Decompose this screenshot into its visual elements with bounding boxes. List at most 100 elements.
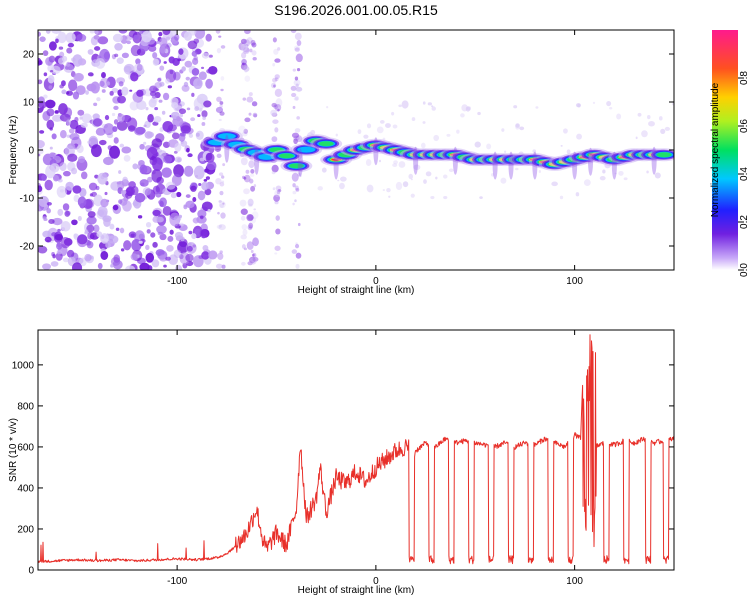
spectrogram-noise-blob bbox=[185, 253, 194, 262]
spectrogram-noise-blob bbox=[250, 169, 255, 174]
spectrogram-noise-blob bbox=[247, 198, 254, 207]
spectrogram-noise-blob bbox=[243, 174, 251, 183]
spectrogram-noise-blob bbox=[410, 193, 415, 198]
spectrogram-noise-blob bbox=[177, 157, 181, 163]
spectrogram-noise-blob bbox=[114, 53, 119, 58]
spectrogram-noise-blob bbox=[357, 129, 362, 135]
spectrogram-noise-blob bbox=[249, 256, 256, 264]
spectrogram-noise-blob bbox=[66, 119, 72, 126]
spectrogram-noise-blob bbox=[44, 236, 52, 243]
spectrogram-noise-blob bbox=[42, 263, 51, 270]
spectrogram-noise-blob bbox=[72, 185, 82, 194]
spectrogram-noise-blob bbox=[46, 119, 55, 130]
spectrogram-noise-blob bbox=[398, 161, 406, 168]
colorbar-gradient bbox=[712, 30, 738, 270]
spectrogram-noise-blob bbox=[109, 145, 120, 159]
spectrogram-noise-blob bbox=[637, 112, 642, 117]
spectrogram-noise-blob bbox=[161, 167, 172, 178]
snr-x-tick-label: 100 bbox=[566, 576, 583, 587]
spectrogram-noise-blob bbox=[408, 173, 414, 180]
spectrogram-noise-blob bbox=[583, 179, 591, 186]
spectrogram-noise-blob bbox=[422, 121, 426, 124]
spectrogram-noise-blob bbox=[515, 167, 519, 171]
spectrogram-noise-blob bbox=[551, 181, 558, 187]
spectrogram-noise-blob bbox=[201, 121, 206, 126]
spectrogram-noise-blob bbox=[271, 136, 278, 142]
spectrogram-noise-blob bbox=[72, 54, 83, 67]
spectrogram-noise-blob bbox=[602, 169, 606, 174]
spectrogram-noise-blob bbox=[52, 174, 60, 182]
spectrogram-noise-blob bbox=[292, 190, 297, 195]
spectrogram-noise-blob bbox=[251, 101, 258, 107]
spectrogram-noise-blob bbox=[340, 176, 347, 182]
spectrogram-noise-blob bbox=[135, 126, 146, 135]
spectrogram-noise-blob bbox=[242, 229, 248, 236]
spectrogram-noise-blob bbox=[133, 34, 139, 40]
spectrogram-x-tick-label: -100 bbox=[167, 276, 187, 287]
spectrogram-noise-blob bbox=[297, 172, 301, 177]
spectrogram-x-label: Height of straight line (km) bbox=[298, 285, 415, 296]
spectrogram-noise-blob bbox=[57, 228, 61, 232]
spectrogram-noise-blob bbox=[101, 89, 106, 93]
spectrogram-noise-blob bbox=[486, 143, 492, 150]
spectrogram-noise-blob bbox=[297, 172, 301, 177]
spectrogram-noise-blob bbox=[647, 115, 651, 120]
spectrogram-noise-blob bbox=[38, 195, 49, 207]
spectrogram-noise-blob bbox=[54, 233, 64, 241]
spectrogram-noise-blob bbox=[122, 200, 132, 212]
spectrogram-noise-blob bbox=[277, 189, 282, 193]
spectrogram-noise-blob bbox=[52, 217, 63, 226]
spectrogram-noise-blob bbox=[201, 110, 208, 118]
spectrogram-smear bbox=[651, 146, 657, 175]
spectrogram-noise-blob bbox=[71, 167, 78, 175]
spectrogram-noise-blob bbox=[216, 48, 222, 54]
snr-y-tick-label: 0 bbox=[28, 566, 34, 577]
spectrogram-noise-blob bbox=[272, 37, 277, 43]
spectrogram-noise-blob bbox=[273, 84, 276, 88]
spectrogram-noise-blob bbox=[413, 164, 421, 171]
spectrogram-noise-blob bbox=[111, 88, 119, 93]
spectrogram-noise-blob bbox=[126, 117, 138, 131]
spectrogram-noise-blob bbox=[186, 245, 193, 252]
spectrogram-smear bbox=[532, 151, 538, 180]
spectrogram-noise-blob bbox=[139, 179, 149, 187]
spectrogram-noise-blob bbox=[616, 113, 622, 120]
spectrogram-noise-blob bbox=[130, 44, 142, 57]
spectrogram-noise-blob bbox=[248, 203, 253, 208]
spectrogram-noise-blob bbox=[99, 80, 105, 87]
spectrogram-noise-blob bbox=[165, 78, 170, 84]
spectrogram-noise-blob bbox=[274, 58, 281, 63]
spectrogram-noise-blob bbox=[50, 65, 61, 75]
spectrogram-noise-blob bbox=[599, 175, 606, 181]
snr-y-tick-label: 400 bbox=[17, 483, 34, 494]
spectrogram-noise-blob bbox=[202, 116, 206, 120]
spectrogram-noise-blob bbox=[504, 150, 507, 154]
spectrogram-noise-blob bbox=[59, 51, 65, 58]
colorbar-ticks: 0.0 0.2 0.4 0.6 0.8 bbox=[738, 71, 750, 277]
spectrogram-x-tick-label: 100 bbox=[566, 276, 583, 287]
spectrogram-noise-blob bbox=[145, 106, 149, 111]
spectrogram-noise-blob bbox=[272, 187, 276, 191]
spectrogram-noise-blob bbox=[277, 108, 280, 112]
spectrogram-noise-blob bbox=[181, 84, 190, 92]
spectrogram-noise-blob bbox=[183, 31, 192, 41]
spectrogram-noise-blob bbox=[118, 170, 122, 174]
spectrogram-noise-blob bbox=[103, 123, 115, 136]
spectrogram-noise-blob bbox=[38, 139, 45, 149]
spectrogram-noise-blob bbox=[275, 215, 280, 221]
spectrogram-noise-blob bbox=[176, 115, 181, 122]
spectrogram-noise-blob bbox=[250, 249, 254, 253]
spectrogram-noise-blob bbox=[275, 228, 281, 235]
spectrogram-noise-blob bbox=[91, 144, 102, 158]
spectrogram-noise-blob bbox=[295, 96, 299, 101]
snr-y-tick-label: 800 bbox=[17, 401, 34, 412]
spectrogram-noise-blob bbox=[664, 126, 671, 131]
spectrogram-noise-blob bbox=[244, 70, 248, 73]
spectrogram-ridge bbox=[200, 129, 674, 180]
spectrogram-noise-blob bbox=[38, 147, 44, 155]
spectrogram-noise-blob bbox=[192, 217, 200, 224]
spectrogram-noise-blob bbox=[149, 85, 158, 93]
spectrogram-noise-blob bbox=[295, 83, 299, 88]
colorbar-tick-label: 0.6 bbox=[739, 119, 750, 133]
spectrogram-noise-blob bbox=[378, 159, 382, 163]
